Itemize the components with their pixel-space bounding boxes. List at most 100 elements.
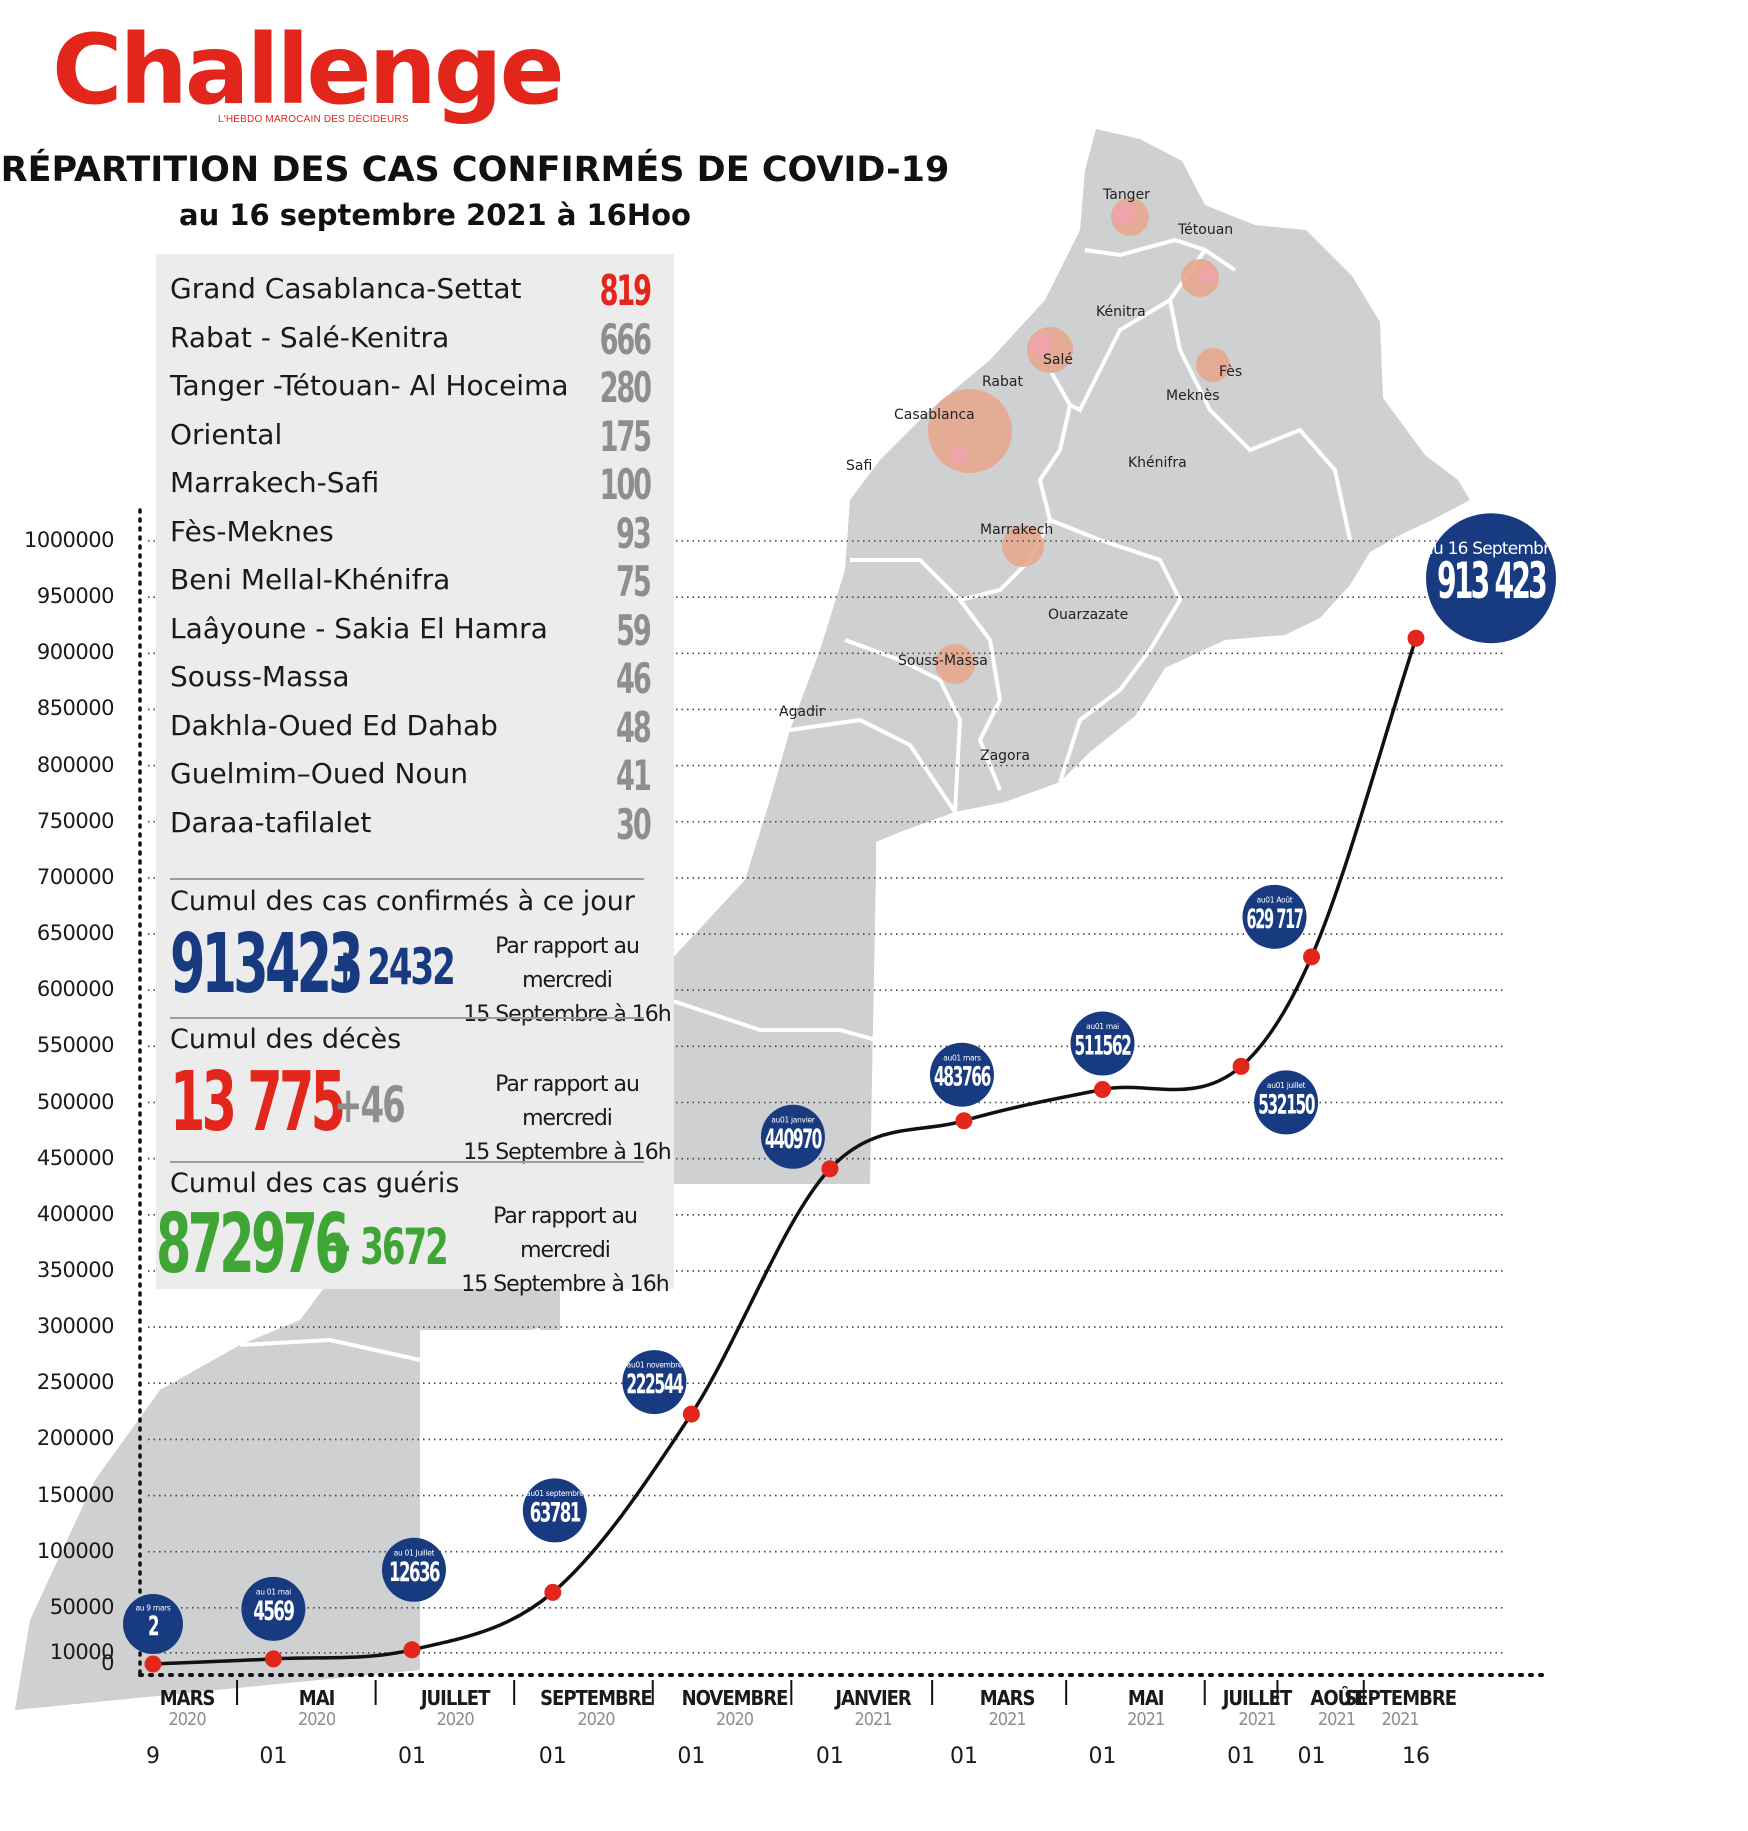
y-tick-label: 300000 <box>36 1314 115 1339</box>
bubble-circle <box>1426 513 1556 644</box>
map-label-safi: Safi <box>846 458 873 474</box>
month-year: 2020 <box>168 1709 206 1730</box>
month-name: MAI <box>1127 1686 1165 1710</box>
map-label-marrakech: Marrakech <box>980 522 1054 538</box>
map-label-khenifra: Khénifra <box>1128 455 1187 471</box>
bubble-circle <box>1070 1011 1135 1076</box>
region-row: Guelmim–Oued Noun 41 <box>170 751 660 800</box>
bubble-caption: au01 juillet <box>1267 1081 1306 1090</box>
region-row: Beni Mellal-Khénifra 75 <box>170 557 660 606</box>
deaths-compare: Par rapport au mercredi 15 Septembre à 1… <box>462 1068 672 1170</box>
region-value: 41 <box>616 751 652 800</box>
month-name: NOVEMBRE <box>681 1686 789 1710</box>
bubble-value: 629 717 <box>1247 904 1303 935</box>
y-tick-label: 650000 <box>36 921 115 946</box>
bubble-circle <box>760 1104 825 1169</box>
bubble-caption: au01 janvier <box>771 1115 816 1124</box>
compare-line-1: Par rapport au mercredi <box>493 1204 638 1263</box>
region-name: Beni Mellal-Khénifra <box>170 563 451 596</box>
bubble-caption: au 9 mars <box>135 1603 170 1612</box>
region-value: 48 <box>616 702 652 752</box>
cases-label: Cumul des cas confirmés à ce jour <box>170 886 635 917</box>
region-value: 100 <box>599 460 652 509</box>
map-label-kenitra: Kénitra <box>1096 304 1146 320</box>
region-row: Fès-Meknes 93 <box>170 509 660 558</box>
bubble-value: 913 423 <box>1437 552 1546 610</box>
x-month-label: MARS 2021 <box>947 1686 1067 1731</box>
map-label-fes: Fès <box>1219 364 1243 380</box>
compare-line-2: 15 Septembre à 16h <box>463 1002 672 1027</box>
bubble-circle <box>381 1537 446 1602</box>
month-name: SEPTEMBRE <box>1344 1686 1457 1710</box>
region-value: 175 <box>599 411 652 461</box>
data-point <box>144 1655 162 1673</box>
compare-line-1: Par rapport au mercredi <box>495 934 640 993</box>
x-day-label: 01 <box>1088 1744 1117 1769</box>
bubble-fes <box>1196 348 1230 382</box>
recovered-compare: Par rapport au mercredi 15 Septembre à 1… <box>460 1200 670 1302</box>
region-name: Dakhla-Oued Ed Dahab <box>170 708 498 742</box>
month-name: MARS <box>979 1686 1036 1710</box>
month-year: 2021 <box>1381 1709 1419 1730</box>
bubble-circle <box>241 1576 306 1641</box>
region-value: 93 <box>616 508 652 558</box>
x-month-label: SEPTEMBRE 2020 <box>536 1688 656 1731</box>
y-tick-label: 1000000 <box>23 528 115 552</box>
y-tick-label: 250000 <box>36 1370 115 1395</box>
separator <box>170 1017 644 1019</box>
y-tick-label: 350000 <box>36 1257 115 1282</box>
month-name: MAI <box>298 1686 336 1710</box>
bubble-value: 511562 <box>1075 1031 1131 1062</box>
region-name: Daraa-tafilalet <box>170 805 372 839</box>
minor-bubbles <box>949 203 1216 464</box>
region-row: Marrakech-Safi 100 <box>170 460 660 509</box>
bubble-value: 4569 <box>253 1596 294 1627</box>
x-month-label: JUILLET 2021 <box>1197 1688 1317 1731</box>
data-point <box>821 1160 839 1178</box>
region-row: Tanger -Tétouan- Al Hoceima 280 <box>170 363 660 412</box>
x-day-label: 01 <box>259 1744 288 1769</box>
data-point <box>682 1405 700 1423</box>
recovered-label: Cumul des cas guéris <box>170 1168 460 1199</box>
y-tick-label: 100000 <box>36 1538 115 1563</box>
bubble-circle <box>522 1478 587 1543</box>
map-label-souss-massa: Souss-Massa <box>898 653 988 669</box>
bubble-marrakech <box>1002 525 1044 567</box>
map-label-agadir: Agadir <box>779 704 825 720</box>
y-tick-label: 200000 <box>36 1426 115 1451</box>
x-day-label: 01 <box>1297 1744 1326 1769</box>
y-tick-label: 50000 <box>49 1594 115 1619</box>
x-month-label: AOÛT 2021 <box>1276 1688 1396 1731</box>
y-tick-label: 450000 <box>36 1145 115 1170</box>
deaths-label: Cumul des décès <box>170 1024 402 1055</box>
x-day-label: 01 <box>538 1744 567 1769</box>
region-name: Tanger -Tétouan- Al Hoceima <box>170 369 569 402</box>
x-day-label: 16 <box>1402 1744 1430 1769</box>
data-point <box>1407 629 1425 647</box>
region-value: 280 <box>599 363 652 412</box>
region-name: Oriental <box>170 417 283 451</box>
region-name: Rabat - Salé-Kenitra <box>170 320 450 354</box>
bubble-circle <box>929 1042 994 1107</box>
bubble-caption: au01 Août <box>1257 895 1293 904</box>
bubble-caption: au 16 Septembre <box>1423 539 1559 559</box>
region-row: Dakhla-Oued Ed Dahab 48 <box>170 703 660 752</box>
bubble-caption: au01 mai <box>1086 1022 1119 1031</box>
region-borders <box>239 237 1352 1363</box>
bubble-circle <box>622 1350 687 1415</box>
separator <box>170 878 644 880</box>
chart-title: RÉPARTITION DES CAS CONFIRMÉS DE COVID-1… <box>0 150 950 190</box>
x-month-label: MARS 2020 <box>127 1688 247 1731</box>
y-tick-label: 850000 <box>36 696 115 721</box>
x-month-label: SEPTEMBRE 2021 <box>1340 1686 1460 1731</box>
deaths-delta: +46 <box>334 1076 406 1134</box>
